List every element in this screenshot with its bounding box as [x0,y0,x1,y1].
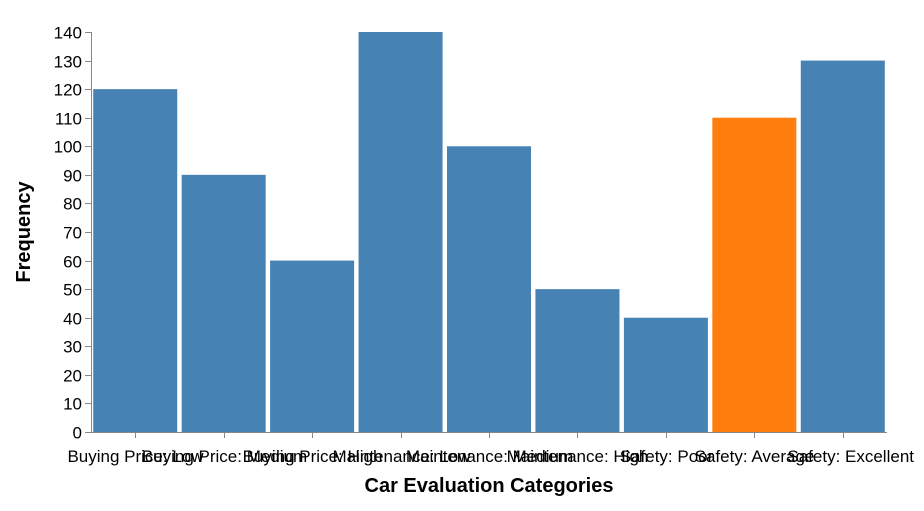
y-tick-label-0: 0 [73,424,82,443]
y-tick-label-14: 140 [54,24,82,43]
y-tick-label-3: 30 [63,338,82,357]
y-tick-label-9: 90 [63,167,82,186]
bar-6 [623,317,708,432]
bar-2 [270,260,355,432]
x-tick-label-4: Maintenance: Medium [406,447,573,466]
x-tick-label-7: Safety: Average [695,447,815,466]
y-tick-label-5: 50 [63,281,82,300]
bar-7 [712,117,797,432]
y-tick-label-7: 70 [63,224,82,243]
x-tick-label-8: Safety: Excellent [787,447,914,466]
y-tick-label-12: 120 [54,81,82,100]
bar-3 [358,32,443,432]
bar-5 [535,289,620,432]
x-tick-label-2: Buying Price: High [243,447,383,466]
bar-1 [181,174,266,432]
x-tick-label-1: Buying Price: Medium [142,447,307,466]
y-axis: 0 10 20 30 40 50 60 70 80 90 100 110 120 130 140 [54,24,92,443]
y-tick-label-11: 110 [55,110,82,129]
y-tick-label-2: 20 [63,367,82,386]
x-axis-title: Car Evaluation Categories [365,475,614,497]
x-tick-label-5: Maintenance: High [507,447,649,466]
y-tick-label-1: 10 [63,395,82,414]
x-tick-label-0: Buying Price: Low [67,447,204,466]
y-tick-label-10: 100 [54,138,82,157]
bars-group [93,32,885,433]
y-tick-label-6: 60 [63,253,82,272]
bar-0 [93,89,178,433]
y-tick-label-13: 130 [54,53,82,72]
y-tick-label-4: 40 [63,310,82,329]
y-tick-label-8: 80 [63,195,82,214]
bar-4 [446,146,532,433]
bar-8 [800,60,885,432]
x-tick-label-3: Maintenance: Low [333,447,472,466]
y-axis-title: Frequency [13,181,35,283]
x-tick-label-6: Safety: Poor [620,447,714,466]
